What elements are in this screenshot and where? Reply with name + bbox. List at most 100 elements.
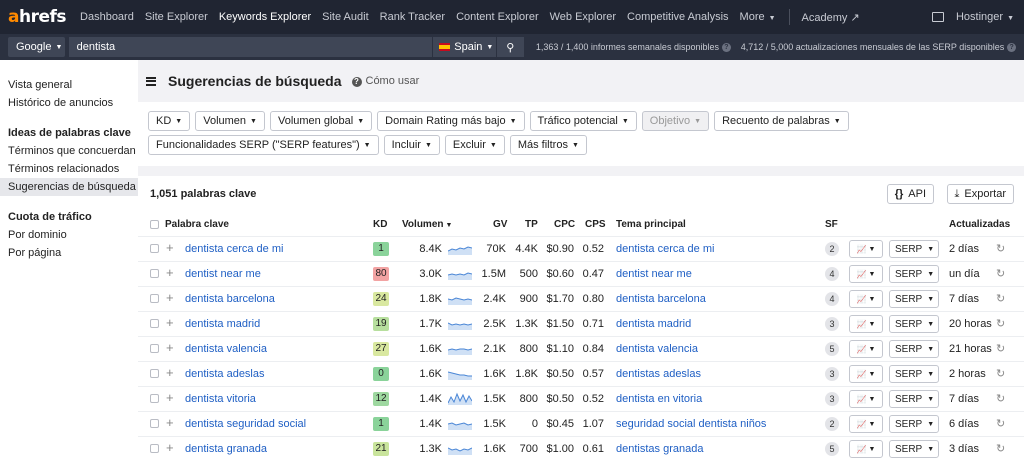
- parent-topic-link[interactable]: dentist near me: [616, 268, 692, 280]
- sidebar-item-overview[interactable]: Vista general: [8, 79, 73, 91]
- help-icon[interactable]: ?: [721, 42, 731, 52]
- add-to-list-icon[interactable]: +: [166, 440, 174, 455]
- serp-button[interactable]: SERP ▼: [889, 265, 939, 283]
- serp-button[interactable]: SERP ▼: [889, 365, 939, 383]
- col-gv[interactable]: GV: [493, 218, 508, 230]
- nav-web-explorer[interactable]: Web Explorer: [549, 11, 617, 23]
- row-checkbox[interactable]: [150, 444, 159, 453]
- serp-button[interactable]: SERP ▼: [889, 390, 939, 408]
- keyword-link[interactable]: dentista vitoria: [185, 393, 256, 405]
- add-to-list-icon[interactable]: +: [166, 390, 174, 405]
- col-kd[interactable]: KD: [373, 218, 388, 230]
- select-all-checkbox[interactable]: [150, 219, 159, 229]
- sidebar-item-by-domain[interactable]: Por dominio: [8, 229, 67, 241]
- parent-topic-link[interactable]: dentista madrid: [616, 318, 692, 330]
- keyword-link[interactable]: dentista madrid: [185, 318, 261, 330]
- serp-features-count[interactable]: 5: [825, 442, 839, 456]
- filter-intent[interactable]: Objetivo ▼: [641, 111, 710, 131]
- nav-site-audit[interactable]: Site Audit: [322, 11, 369, 23]
- serp-features-count[interactable]: 3: [825, 392, 839, 406]
- col-cps[interactable]: CPS: [585, 218, 606, 230]
- search-button[interactable]: ⚲: [496, 37, 524, 57]
- parent-topic-link[interactable]: dentistas adeslas: [616, 368, 701, 380]
- add-to-list-icon[interactable]: +: [166, 315, 174, 330]
- add-to-list-icon[interactable]: +: [166, 265, 174, 280]
- row-checkbox[interactable]: [150, 319, 159, 328]
- trend-chart-button[interactable]: 📈 ▼: [849, 415, 883, 433]
- nav-content-explorer[interactable]: Content Explorer: [456, 11, 539, 23]
- sidebar-item-ads-history[interactable]: Histórico de anuncios: [8, 97, 114, 109]
- refresh-icon[interactable]: ↻: [996, 343, 1006, 355]
- col-updated[interactable]: Actualizadas: [949, 218, 1011, 230]
- account-menu[interactable]: Hostinger ▼: [955, 11, 1014, 23]
- sidebar-item-by-page[interactable]: Por página: [8, 247, 62, 259]
- serp-button[interactable]: SERP ▼: [889, 440, 939, 458]
- api-button[interactable]: {} API: [886, 184, 934, 204]
- parent-topic-link[interactable]: dentista valencia: [616, 343, 698, 355]
- filter-global-volume[interactable]: Volumen global ▼: [269, 111, 373, 131]
- serp-button[interactable]: SERP ▼: [889, 315, 939, 333]
- keyword-link[interactable]: dentista cerca de mi: [185, 243, 284, 255]
- refresh-icon[interactable]: ↻: [996, 393, 1006, 405]
- nav-academy[interactable]: Academy ↗: [801, 11, 860, 24]
- parent-topic-link[interactable]: dentista barcelona: [616, 293, 706, 305]
- keyword-link[interactable]: dentista adeslas: [185, 368, 265, 380]
- hamburger-menu-icon[interactable]: [146, 76, 156, 86]
- refresh-icon[interactable]: ↻: [996, 443, 1006, 455]
- col-cpc[interactable]: CPC: [554, 218, 576, 230]
- filter-word-count[interactable]: Recuento de palabras ▼: [714, 111, 849, 131]
- filter-serp-features[interactable]: Funcionalidades SERP ("SERP features") ▼: [148, 135, 379, 155]
- row-checkbox[interactable]: [150, 244, 159, 253]
- nav-competitive-analysis[interactable]: Competitive Analysis: [627, 11, 729, 23]
- parent-topic-link[interactable]: dentistas granada: [616, 443, 704, 455]
- parent-topic-link[interactable]: dentista cerca de mi: [616, 243, 715, 255]
- refresh-icon[interactable]: ↻: [996, 293, 1006, 305]
- filter-exclude[interactable]: Excluir ▼: [444, 135, 505, 155]
- filter-kd[interactable]: KD ▼: [148, 111, 191, 131]
- filter-traffic-potential[interactable]: Tráfico potencial ▼: [529, 111, 637, 131]
- sidebar-item-search-suggestions[interactable]: Sugerencias de búsqueda: [0, 178, 138, 196]
- trend-chart-button[interactable]: 📈 ▼: [849, 390, 883, 408]
- filter-volume[interactable]: Volumen ▼: [195, 111, 265, 131]
- add-to-list-icon[interactable]: +: [166, 340, 174, 355]
- add-to-list-icon[interactable]: +: [166, 240, 174, 255]
- refresh-icon[interactable]: ↻: [996, 418, 1006, 430]
- serp-features-count[interactable]: 3: [825, 367, 839, 381]
- col-sf[interactable]: SF: [825, 218, 838, 230]
- sidebar-item-matching-terms[interactable]: Términos que concuerdan: [8, 145, 136, 157]
- col-tp[interactable]: TP: [525, 218, 538, 230]
- row-checkbox[interactable]: [150, 419, 159, 428]
- filter-lowest-dr[interactable]: Domain Rating más bajo ▼: [377, 111, 525, 131]
- keyword-link[interactable]: dentist near me: [185, 268, 261, 280]
- monitor-icon[interactable]: [931, 12, 944, 22]
- trend-chart-button[interactable]: 📈 ▼: [849, 340, 883, 358]
- serp-button[interactable]: SERP ▼: [889, 415, 939, 433]
- nav-rank-tracker[interactable]: Rank Tracker: [379, 11, 446, 23]
- nav-more[interactable]: More ▼: [739, 11, 776, 23]
- export-button[interactable]: ⤓ Exportar: [946, 184, 1014, 204]
- ahrefs-logo[interactable]: ahrefs: [8, 7, 67, 27]
- row-checkbox[interactable]: [150, 344, 159, 353]
- how-to-use-link[interactable]: ? Cómo usar: [351, 75, 419, 87]
- col-volume[interactable]: Volumen ▼: [402, 218, 453, 230]
- help-icon[interactable]: ?: [1007, 42, 1016, 52]
- trend-chart-button[interactable]: 📈 ▼: [849, 240, 883, 258]
- keyword-link[interactable]: dentista valencia: [185, 343, 267, 355]
- col-keyword[interactable]: Palabra clave: [165, 218, 229, 230]
- parent-topic-link[interactable]: dentista en vitoria: [616, 393, 703, 405]
- nav-dashboard[interactable]: Dashboard: [80, 11, 134, 23]
- serp-features-count[interactable]: 2: [825, 417, 839, 431]
- serp-features-count[interactable]: 2: [825, 242, 839, 256]
- add-to-list-icon[interactable]: +: [166, 290, 174, 305]
- refresh-icon[interactable]: ↻: [996, 368, 1006, 380]
- row-checkbox[interactable]: [150, 394, 159, 403]
- keyword-input[interactable]: dentista: [68, 37, 433, 57]
- parent-topic-link[interactable]: seguridad social dentista niños: [616, 418, 767, 430]
- col-topic[interactable]: Tema principal: [616, 218, 686, 230]
- serp-features-count[interactable]: 4: [825, 267, 839, 281]
- serp-features-count[interactable]: 4: [825, 292, 839, 306]
- serp-features-count[interactable]: 5: [825, 342, 839, 356]
- row-checkbox[interactable]: [150, 294, 159, 303]
- search-engine-select[interactable]: Google ▼: [8, 37, 65, 57]
- serp-button[interactable]: SERP ▼: [889, 290, 939, 308]
